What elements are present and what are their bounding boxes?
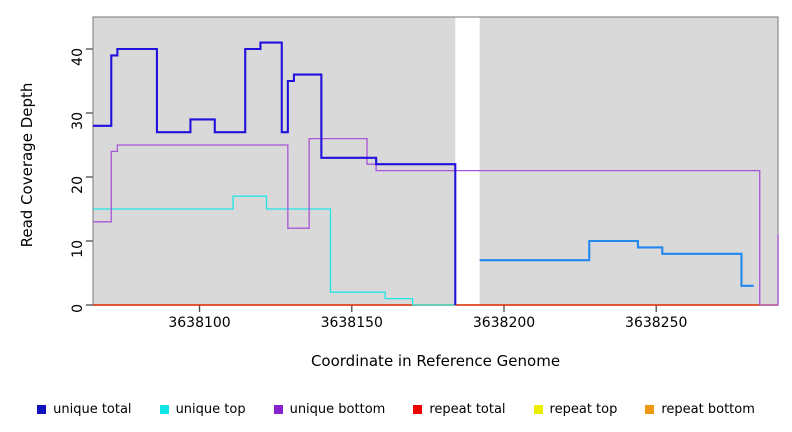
y-tick-label: 20 bbox=[70, 176, 86, 194]
series-line bbox=[93, 41, 457, 305]
legend-label: unique total bbox=[53, 401, 132, 417]
legend-item: unique top bbox=[159, 401, 246, 417]
x-tick-label: 3638250 bbox=[625, 315, 688, 331]
y-tick-label: 30 bbox=[70, 112, 86, 130]
y-tick-label: 40 bbox=[70, 48, 86, 66]
legend-label: unique bottom bbox=[289, 401, 386, 417]
legend-swatch-icon bbox=[645, 404, 655, 414]
legend-swatch-icon bbox=[159, 404, 169, 414]
legend-item: repeat total bbox=[413, 401, 506, 417]
x-tick-label: 3638200 bbox=[472, 315, 536, 331]
chart-legend: unique total unique top unique bottom repea… bbox=[0, 398, 792, 420]
legend-swatch-icon bbox=[37, 404, 47, 414]
legend-item: repeat top bbox=[533, 401, 618, 417]
y-tick-label: 0 bbox=[70, 304, 86, 313]
legend-swatch-icon bbox=[533, 404, 543, 414]
legend-label: unique top bbox=[175, 401, 246, 417]
legend-label: repeat bottom bbox=[661, 401, 755, 417]
series-line bbox=[479, 239, 754, 287]
coverage-gap-band bbox=[455, 16, 480, 305]
x-tick-label: 3638150 bbox=[320, 315, 383, 331]
legend-item: repeat bottom bbox=[645, 402, 755, 417]
legend-swatch-icon bbox=[413, 404, 423, 414]
legend-swatch-icon bbox=[273, 404, 283, 414]
legend-item: unique bottom bbox=[273, 401, 386, 417]
legend-label: repeat top bbox=[549, 401, 618, 417]
series-line bbox=[93, 195, 456, 306]
y-tick-label: 10 bbox=[70, 240, 86, 258]
plot-background bbox=[92, 16, 779, 306]
legend-label: repeat total bbox=[429, 401, 506, 417]
x-tick-label: 3638100 bbox=[168, 315, 231, 331]
x-axis-label: Coordinate in Reference Genome bbox=[310, 352, 561, 370]
series-line bbox=[93, 137, 779, 306]
legend-item: unique total bbox=[37, 401, 132, 417]
